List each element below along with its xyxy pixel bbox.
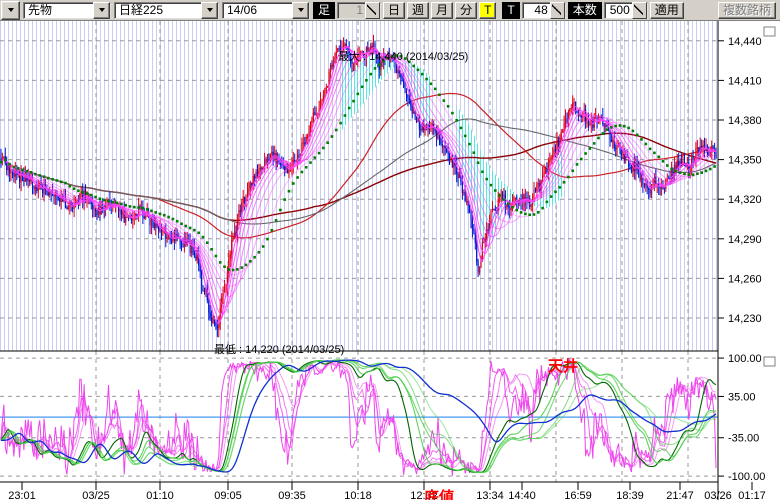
x-axis-tick-label: 12:32 bbox=[410, 490, 438, 500]
axis-gutter bbox=[718, 21, 780, 500]
oscillator-ytick-label: -35.00 bbox=[728, 433, 759, 445]
max-annotation: 最大 : 14,440 (2014/03/25) bbox=[338, 49, 468, 63]
tick-value-stepper[interactable]: 48 bbox=[521, 1, 566, 19]
price-ytick-label: 14,440 bbox=[728, 36, 762, 48]
chevron-down-icon bbox=[297, 8, 304, 12]
period-button-month[interactable]: 月 bbox=[431, 1, 454, 19]
ashi-value-stepper[interactable]: 1 bbox=[337, 1, 382, 19]
ashi-value: 1 bbox=[356, 2, 364, 17]
period-button-tick[interactable]: T bbox=[479, 1, 497, 19]
y-axis-labels: 14,440 14,410 14,380 14,350 14,320 14,290 14,2… bbox=[718, 36, 765, 483]
x-axis-tick-label: 14:40 bbox=[508, 490, 536, 500]
period-button-minute[interactable]: 分 bbox=[455, 1, 478, 19]
bottom-annotation: 底値 bbox=[424, 488, 454, 500]
date-select[interactable]: 14/06 bbox=[222, 1, 310, 19]
chart-canvas[interactable]: 14,440 14,410 14,380 14,350 14,320 14,290 14,2… bbox=[0, 21, 780, 500]
price-ytick-label: 14,260 bbox=[728, 273, 762, 285]
x-axis-tick-label: 09:35 bbox=[278, 490, 306, 500]
oscillator-ytick-label: 100.00 bbox=[728, 353, 762, 365]
toolbar: 先物 日経225 14/06 足 1 日 週 月 分 T T 48 本数 500 bbox=[0, 0, 780, 21]
chevron-down-icon bbox=[98, 8, 105, 12]
min-annotation: 最低 : 14,220 (2014/03/25) bbox=[214, 343, 344, 356]
market-select-arrow[interactable] bbox=[93, 1, 110, 19]
date-select-arrow[interactable] bbox=[292, 1, 309, 19]
x-axis-tick-label: 18:39 bbox=[616, 490, 644, 500]
chart-svg: 14,440 14,410 14,380 14,350 14,320 14,290 14,2… bbox=[0, 21, 780, 500]
x-axis-tick-label: 13:34 bbox=[476, 490, 504, 500]
date-select-value: 14/06 bbox=[227, 2, 258, 17]
period-button-day[interactable]: 日 bbox=[383, 1, 406, 19]
spinner-updown-icon[interactable] bbox=[631, 1, 647, 19]
symbol-select[interactable]: 日経225 bbox=[114, 1, 219, 19]
x-axis-tick-label: 16:59 bbox=[564, 490, 592, 500]
ceiling-annotation: 天井 bbox=[548, 357, 578, 375]
ashi-label-button[interactable]: 足 bbox=[313, 1, 336, 19]
market-select-value: 先物 bbox=[28, 2, 53, 17]
period-button-week[interactable]: 週 bbox=[407, 1, 430, 19]
multi-symbol-button: 複数銘柄 bbox=[717, 1, 776, 19]
apply-button[interactable]: 適用 bbox=[649, 1, 684, 19]
x-axis-tick-label: 01:17 bbox=[738, 490, 766, 500]
x-axis-tick-label: 09:05 bbox=[214, 490, 242, 500]
chevron-down-icon bbox=[206, 8, 213, 12]
price-ytick-label: 14,290 bbox=[728, 234, 762, 246]
symbol-select-arrow[interactable] bbox=[201, 1, 218, 19]
nav-dropdown-button[interactable] bbox=[1, 0, 20, 20]
spinner-updown-icon[interactable] bbox=[365, 1, 381, 19]
count-value-stepper[interactable]: 500 bbox=[603, 1, 648, 19]
symbol-select-value: 日経225 bbox=[119, 2, 164, 17]
price-scale-handle[interactable] bbox=[763, 26, 776, 37]
x-axis-tick-label: 23:01 bbox=[8, 490, 36, 500]
x-axis-tick-label: 21:47 bbox=[666, 490, 694, 500]
x-axis-tick-label: 01:10 bbox=[146, 490, 174, 500]
tick-label-button[interactable]: T bbox=[502, 1, 520, 19]
price-ytick-label: 14,350 bbox=[728, 155, 762, 167]
price-ytick-label: 14,380 bbox=[728, 115, 762, 127]
oscillator-series-layer bbox=[0, 357, 718, 476]
market-select[interactable]: 先物 bbox=[23, 1, 111, 19]
price-ytick-label: 14,230 bbox=[728, 313, 762, 325]
x-axis-labels: 23:01 03/25 01:10 09:05 09:35 10:18 12:32 13:34… bbox=[8, 482, 766, 500]
caret-down-icon bbox=[7, 8, 14, 12]
spinner-updown-icon[interactable] bbox=[549, 1, 565, 19]
price-series-layer bbox=[0, 34, 717, 338]
oscillator-scale-handle[interactable] bbox=[763, 356, 776, 367]
x-axis-tick-label: 10:18 bbox=[344, 490, 372, 500]
oscillator-ytick-label: 35.00 bbox=[728, 391, 756, 403]
count-label-button[interactable]: 本数 bbox=[567, 1, 602, 19]
price-ytick-label: 14,410 bbox=[728, 75, 762, 87]
price-ytick-label: 14,320 bbox=[728, 194, 762, 206]
x-axis-tick-label: 03/26 bbox=[704, 490, 732, 500]
count-value: 500 bbox=[609, 2, 630, 17]
x-axis-tick-label: 03/25 bbox=[82, 490, 110, 500]
tick-value: 48 bbox=[534, 2, 548, 17]
oscillator-ytick-label: -100.00 bbox=[728, 471, 765, 483]
